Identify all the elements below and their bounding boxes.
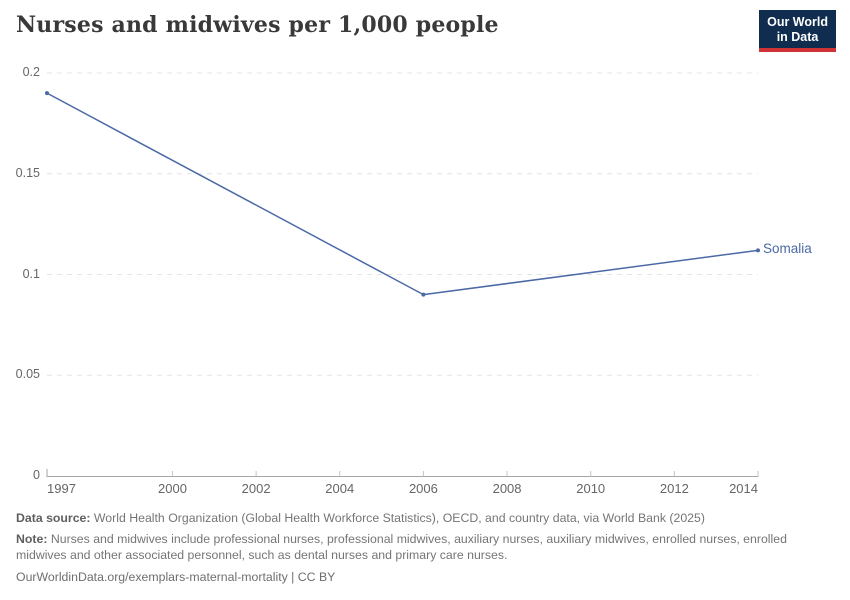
note-line: Note: Nurses and midwives include profes… xyxy=(16,531,836,563)
x-tick-label: 2008 xyxy=(492,481,522,496)
owid-logo-line2: in Data xyxy=(776,30,819,44)
data-point[interactable] xyxy=(421,292,426,297)
y-tick-label: 0.1 xyxy=(22,266,40,281)
data-source-line: Data source: World Health Organization (… xyxy=(16,510,836,526)
y-tick-label: 0 xyxy=(33,468,40,482)
x-tick-label: 2014 xyxy=(729,481,758,496)
page-title: Nurses and midwives per 1,000 people xyxy=(16,12,499,38)
owid-logo[interactable]: Our World in Data xyxy=(759,10,836,52)
x-tick-label: 2010 xyxy=(576,481,606,496)
data-point[interactable] xyxy=(45,91,49,96)
note-label: Note: xyxy=(16,532,48,547)
y-tick-label: 0.15 xyxy=(15,165,40,180)
x-tick-label: 2006 xyxy=(408,481,438,496)
data-source-label: Data source: xyxy=(16,511,91,525)
x-tick-label: 2004 xyxy=(325,481,355,496)
data-source-text: World Health Organization (Global Health… xyxy=(93,511,705,525)
series-label-somalia[interactable]: Somalia xyxy=(763,241,812,257)
x-tick-label: 2002 xyxy=(241,481,271,496)
x-tick-label: 1997 xyxy=(47,481,76,496)
y-tick-label: 0.2 xyxy=(22,65,40,79)
data-point[interactable] xyxy=(756,248,760,253)
x-tick-label: 2012 xyxy=(659,481,689,496)
chart-footer: Data source: World Health Organization (… xyxy=(16,510,836,590)
y-tick-label: 0.05 xyxy=(15,367,40,382)
owid-logo-line1: Our World xyxy=(767,15,828,29)
x-tick-label: 2000 xyxy=(158,481,187,496)
footer-url-line: OurWorldinData.org/exemplars-maternal-mo… xyxy=(16,569,836,585)
footer-url-link[interactable]: OurWorldinData.org/exemplars-maternal-mo… xyxy=(16,569,336,584)
series-line[interactable] xyxy=(46,92,759,296)
note-text: Nurses and midwives include professional… xyxy=(16,532,787,563)
